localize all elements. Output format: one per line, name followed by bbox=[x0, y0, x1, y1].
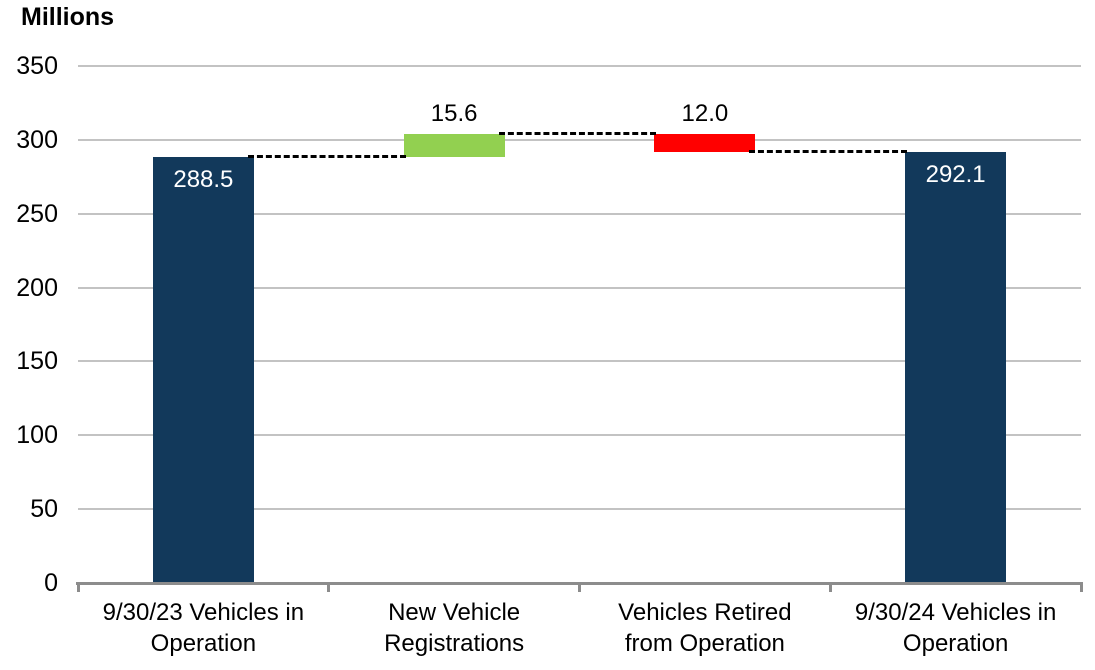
x-axis-tick-4 bbox=[1079, 582, 1083, 592]
gridline-200 bbox=[78, 286, 1081, 289]
x-axis-tick-0 bbox=[76, 582, 80, 592]
y-axis-tick-label-50: 50 bbox=[30, 495, 58, 524]
y-axis-tick-label-0: 0 bbox=[44, 569, 58, 597]
bar-value-label-vehicles-in-operation-9-30-24: 292.1 bbox=[925, 160, 986, 188]
bar-vehicles-retired bbox=[654, 133, 756, 152]
y-axis-tick-label-100: 100 bbox=[16, 421, 58, 450]
x-axis-tick-3 bbox=[828, 582, 832, 592]
y-axis-tick-label-150: 150 bbox=[16, 347, 58, 376]
y-axis-tick-label-300: 300 bbox=[16, 125, 58, 154]
x-axis-category-label-2: Vehicles Retired from Operation bbox=[579, 597, 831, 659]
gridline-350 bbox=[78, 65, 1081, 67]
gridline-50 bbox=[78, 508, 1081, 511]
x-axis-tick-1 bbox=[327, 582, 331, 592]
bar-vehicles-in-operation-9-30-23 bbox=[152, 156, 254, 583]
x-axis-category-label-1: New Vehicle Registrations bbox=[328, 597, 580, 659]
x-axis-category-label-3: 9/30/24 Vehicles in Operation bbox=[830, 597, 1082, 659]
gridline-250 bbox=[78, 212, 1081, 215]
bar-vehicles-in-operation-9-30-24 bbox=[905, 151, 1007, 583]
gridline-100 bbox=[78, 434, 1081, 437]
y-axis-tick-label-350: 350 bbox=[16, 52, 58, 80]
category-label-line: from Operation bbox=[624, 630, 785, 657]
x-axis-tick-2 bbox=[578, 582, 581, 592]
connector-line-2 bbox=[749, 149, 908, 153]
bar-value-label-vehicles-retired: 12.0 bbox=[681, 99, 729, 127]
bar-value-label-vehicles-in-operation-9-30-23: 288.5 bbox=[173, 165, 234, 193]
category-label-line: Registrations bbox=[384, 630, 525, 657]
gridline-300 bbox=[78, 138, 1081, 141]
category-label-line: New Vehicle bbox=[388, 599, 521, 626]
x-axis-category-label-0: 9/30/23 Vehicles in Operation bbox=[77, 597, 329, 659]
bar-value-label-new-vehicle-registrations: 15.6 bbox=[430, 99, 478, 127]
bar-new-vehicle-registrations bbox=[403, 133, 505, 157]
y-axis-units-title: Millions bbox=[21, 3, 115, 31]
y-axis-tick-label-250: 250 bbox=[16, 199, 58, 228]
category-label-line: Operation bbox=[150, 630, 257, 657]
category-label-line: Operation bbox=[902, 630, 1009, 657]
category-label-line: Vehicles Retired bbox=[618, 599, 792, 626]
category-label-line: 9/30/23 Vehicles in bbox=[102, 599, 305, 626]
connector-line-0 bbox=[247, 154, 406, 158]
connector-line-1 bbox=[498, 131, 657, 135]
category-label-line: 9/30/24 Vehicles in bbox=[854, 599, 1057, 626]
gridline-150 bbox=[78, 360, 1081, 363]
y-axis-tick-label-200: 200 bbox=[16, 273, 58, 302]
